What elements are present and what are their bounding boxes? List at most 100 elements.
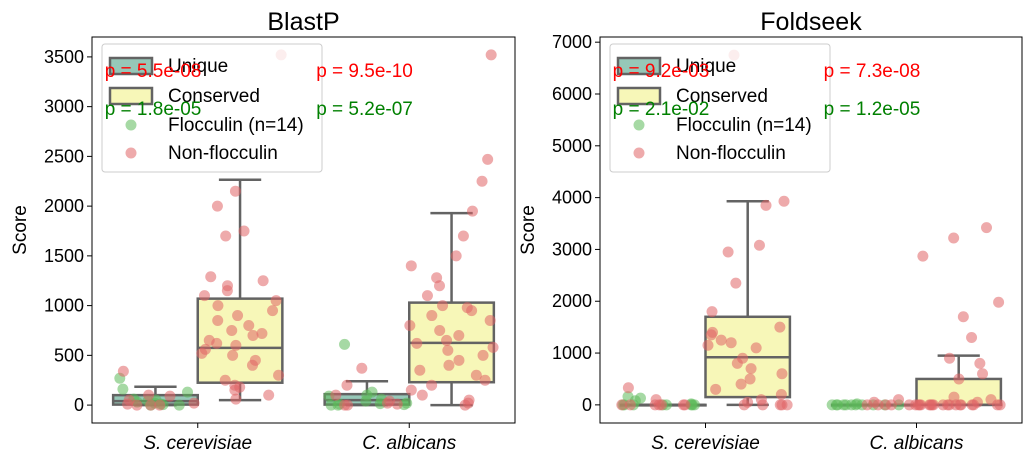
nonflocculin-point bbox=[957, 311, 969, 323]
nonflocculin-point bbox=[966, 332, 978, 344]
nonflocculin-point bbox=[991, 399, 1003, 411]
nonflocculin-point bbox=[774, 399, 786, 411]
nonflocculin-point bbox=[143, 389, 155, 401]
nonflocculin-point bbox=[725, 337, 737, 349]
nonflocculin-point bbox=[479, 374, 491, 386]
nonflocculin-point bbox=[131, 399, 143, 411]
nonflocculin-point bbox=[706, 306, 718, 318]
flocculin-point bbox=[117, 383, 129, 395]
nonflocculin-point bbox=[232, 310, 244, 322]
nonflocculin-point bbox=[974, 357, 986, 369]
nonflocculin-point bbox=[738, 399, 750, 411]
y-tick-label: 0 bbox=[74, 395, 84, 415]
nonflocculin-point bbox=[247, 329, 259, 341]
nonflocculin-point bbox=[926, 399, 938, 411]
nonflocculin-point bbox=[243, 320, 255, 332]
nonflocculin-point bbox=[421, 290, 433, 302]
chart-panel-1: BlastP Score 0 500 1000 1500 2000 2500 3000 3500 S… bbox=[10, 8, 516, 454]
y-tick-label: 2000 bbox=[552, 291, 592, 311]
p-value-annotation: p = 7.3e-08 bbox=[824, 61, 921, 82]
legend-marker-flocculin bbox=[633, 119, 645, 131]
nonflocculin-point bbox=[450, 250, 462, 262]
nonflocculin-point bbox=[487, 341, 499, 353]
nonflocculin-point bbox=[776, 368, 788, 380]
legend-label: Unique bbox=[676, 56, 736, 77]
nonflocculin-point bbox=[948, 232, 960, 244]
nonflocculin-point bbox=[459, 399, 471, 411]
nonflocculin-point bbox=[270, 295, 282, 307]
legend-label: Non-flocculin bbox=[676, 143, 786, 164]
nonflocculin-point bbox=[411, 337, 423, 349]
nonflocculin-point bbox=[257, 275, 269, 287]
chart-panel-2: Foldseek Score 0 1000 2000 3000 4000 5000 6000 70… bbox=[518, 8, 1023, 454]
nonflocculin-point bbox=[442, 344, 454, 356]
legend-label: Conserved bbox=[676, 86, 768, 107]
chart-title: BlastP bbox=[267, 8, 339, 36]
y-axis-label: Score bbox=[518, 205, 539, 255]
nonflocculin-point bbox=[943, 399, 955, 411]
nonflocculin-point bbox=[229, 384, 241, 396]
y-tick-label: 5000 bbox=[552, 136, 592, 156]
y-tick-label: 2000 bbox=[44, 196, 84, 216]
nonflocculin-point bbox=[730, 277, 742, 289]
nonflocculin-point bbox=[341, 379, 353, 391]
nonflocculin-point bbox=[188, 397, 200, 409]
nonflocculin-point bbox=[476, 175, 488, 187]
nonflocculin-point bbox=[219, 374, 231, 386]
nonflocculin-point bbox=[705, 329, 717, 341]
nonflocculin-point bbox=[416, 389, 428, 401]
nonflocculin-point bbox=[466, 305, 478, 317]
nonflocculin-point bbox=[750, 342, 762, 354]
nonflocculin-point bbox=[775, 389, 787, 401]
nonflocculin-point bbox=[778, 195, 790, 207]
nonflocculin-point bbox=[145, 399, 157, 411]
nonflocculin-point bbox=[212, 315, 224, 327]
flocculin-point bbox=[182, 386, 194, 398]
nonflocculin-point bbox=[437, 300, 449, 312]
y-tick-label: 3500 bbox=[44, 47, 84, 67]
legend-marker-nonflocculin bbox=[633, 147, 645, 159]
nonflocculin-point bbox=[616, 399, 628, 411]
nonflocculin-point bbox=[453, 354, 465, 366]
nonflocculin-point bbox=[760, 199, 772, 211]
nonflocculin-point bbox=[212, 300, 224, 312]
nonflocculin-point bbox=[653, 399, 665, 411]
nonflocculin-point bbox=[205, 271, 217, 283]
nonflocculin-point bbox=[470, 369, 482, 381]
nonflocculin-point bbox=[426, 379, 438, 391]
nonflocculin-point bbox=[482, 153, 494, 165]
legend-swatch-unique bbox=[616, 56, 662, 76]
nonflocculin-point bbox=[230, 393, 242, 405]
nonflocculin-point bbox=[220, 230, 232, 242]
legend: Unique Conserved Flocculin (n=14) Non-flocc… bbox=[101, 43, 323, 173]
nonflocculin-point bbox=[414, 364, 426, 376]
legend-swatch-conserved bbox=[108, 86, 154, 106]
nonflocculin-point bbox=[981, 222, 993, 234]
legend-swatch-unique bbox=[108, 56, 154, 76]
nonflocculin-point bbox=[466, 205, 478, 217]
nonflocculin-point bbox=[735, 378, 747, 390]
nonflocculin-point bbox=[872, 399, 884, 411]
p-value-annotation: p = 9.5e-10 bbox=[316, 61, 413, 82]
p-value-annotation: p = 5.2e-07 bbox=[316, 99, 413, 120]
legend-label: Non-flocculin bbox=[168, 143, 278, 164]
nonflocculin-point bbox=[230, 339, 242, 351]
legend: Unique Conserved Flocculin (n=14) Non-flocc… bbox=[609, 43, 831, 173]
y-tick-label: 0 bbox=[582, 395, 592, 415]
nonflocculin-point bbox=[238, 225, 250, 237]
nonflocculin-point bbox=[356, 362, 368, 374]
nonflocculin-point bbox=[917, 250, 929, 262]
nonflocculin-point bbox=[273, 369, 285, 381]
nonflocculin-point bbox=[263, 389, 275, 401]
legend-label: Flocculin (n=14) bbox=[168, 115, 304, 136]
nonflocculin-point bbox=[968, 399, 980, 411]
legend-marker-flocculin bbox=[125, 119, 137, 131]
y-tick-label: 4000 bbox=[552, 188, 592, 208]
nonflocculin-point bbox=[484, 315, 496, 327]
nonflocculin-point bbox=[441, 334, 453, 346]
y-tick-label: 3000 bbox=[44, 97, 84, 117]
nonflocculin-point bbox=[227, 349, 239, 361]
nonflocculin-point bbox=[477, 349, 489, 361]
nonflocculin-point bbox=[624, 399, 636, 411]
